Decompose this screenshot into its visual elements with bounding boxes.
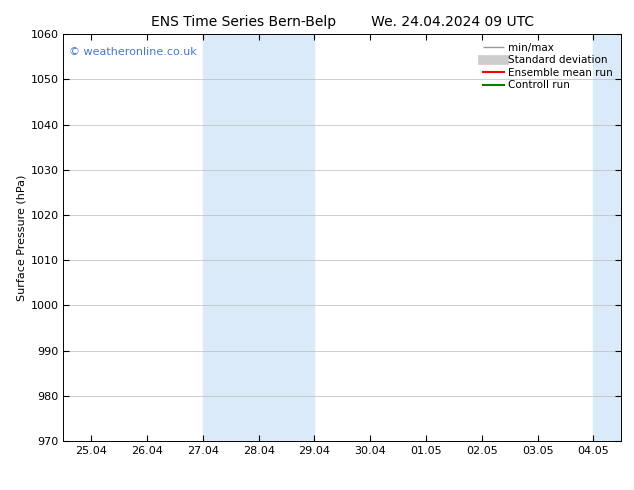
- Bar: [593, 34, 621, 441]
- Legend: min/max, Standard deviation, Ensemble mean run, Controll run: min/max, Standard deviation, Ensemble me…: [480, 40, 616, 94]
- Y-axis label: Surface Pressure (hPa): Surface Pressure (hPa): [16, 174, 26, 301]
- Title: ENS Time Series Bern-Belp        We. 24.04.2024 09 UTC: ENS Time Series Bern-Belp We. 24.04.2024…: [151, 15, 534, 29]
- Bar: [203, 34, 314, 441]
- Text: © weatheronline.co.uk: © weatheronline.co.uk: [69, 47, 197, 56]
